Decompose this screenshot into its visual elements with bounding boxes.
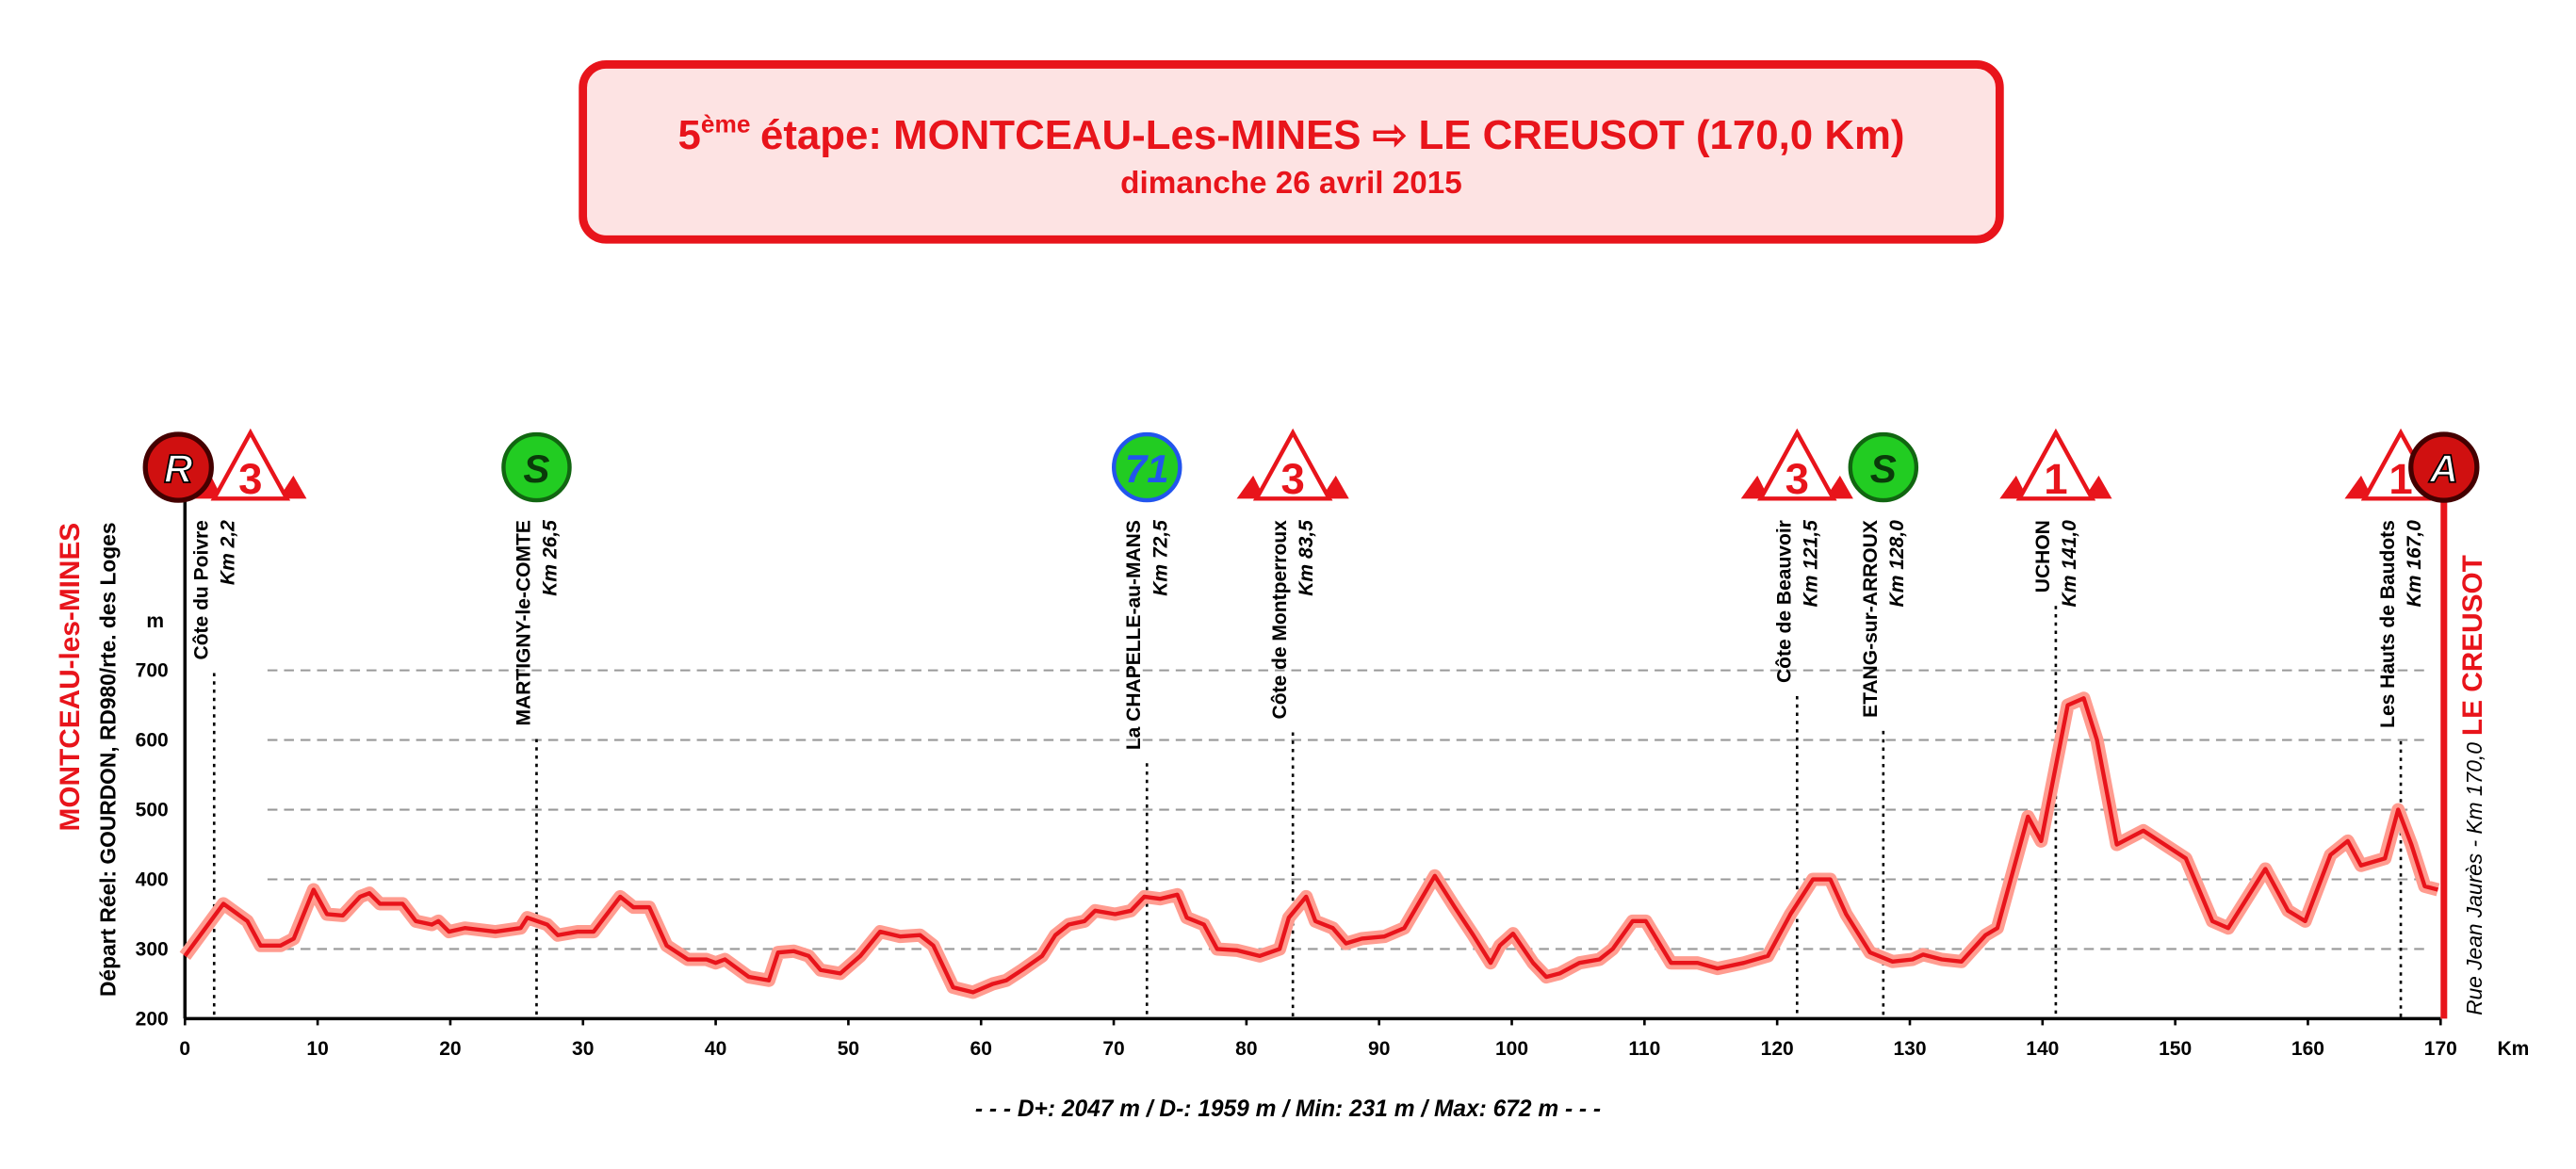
y-tick-label: 500 xyxy=(136,800,169,821)
y-tick-label: 600 xyxy=(136,730,169,752)
x-tick-label: 130 xyxy=(1893,1038,1926,1060)
y-tick-label: 200 xyxy=(136,1008,169,1030)
y-tick-label: 300 xyxy=(136,938,169,960)
y-tick-label: 700 xyxy=(136,660,169,682)
marker-km: Km 128,0 xyxy=(1886,520,1908,608)
marker-km: Km 83,5 xyxy=(1296,520,1317,596)
x-tick-label: 70 xyxy=(1102,1038,1124,1060)
title-suffix: ème xyxy=(701,109,751,138)
finish-label: Rue Jean Jaurès - Km 170,0 LE CREUSOT xyxy=(2457,555,2488,1015)
stats: - - - D+: 2047 m / D-: 1959 m / Min: 231… xyxy=(975,1096,1601,1122)
x-tick-label: 120 xyxy=(1761,1038,1794,1060)
marker-km: Km 26,5 xyxy=(540,520,562,596)
climb-icon xyxy=(210,428,291,501)
sprint-label: 71 xyxy=(1125,446,1169,491)
y-unit: m xyxy=(146,610,164,632)
endpoint-label: R xyxy=(164,446,193,491)
endpoint-icon xyxy=(2408,431,2480,503)
chart-title: 5ème étape: MONTCEAU-Les-MINES ⇨ LE CREUS… xyxy=(678,109,1905,158)
marker-km: Km 121,5 xyxy=(1800,520,1821,608)
x-tick-label: 100 xyxy=(1495,1038,1528,1060)
marker-label: MARTIGNY-le-COMTE xyxy=(513,520,534,725)
x-tick-label: 40 xyxy=(705,1038,726,1060)
x-tick-label: 110 xyxy=(1628,1038,1660,1060)
marker-label: Côte du Poivre xyxy=(190,520,212,659)
marker-km: Km 2,2 xyxy=(217,520,238,585)
sprint-label: S xyxy=(523,446,549,491)
marker-km: Km 167,0 xyxy=(2404,520,2425,608)
marker-km: Km 141,0 xyxy=(2059,520,2080,608)
finish-name: LE CREUSOT xyxy=(2457,555,2488,736)
marker-label: Côte de Beauvoir xyxy=(1773,520,1795,683)
x-tick-label: 90 xyxy=(1368,1038,1390,1060)
marker-label: ETANG-sur-ARROUX xyxy=(1860,520,1882,718)
x-tick-label: 10 xyxy=(306,1038,328,1060)
x-tick-label: 0 xyxy=(179,1038,190,1060)
x-tick-label: 30 xyxy=(572,1038,594,1060)
x-unit: Km xyxy=(2497,1038,2529,1060)
start-detail: Départ Réel: GOURDON, RD980/rte. des Log… xyxy=(96,523,121,998)
x-tick-label: 160 xyxy=(2291,1038,2324,1060)
marker-label: La CHAPELLE-au-MANS xyxy=(1123,520,1145,750)
marker-label: Côte de Montperroux xyxy=(1269,520,1291,720)
x-tick-label: 50 xyxy=(838,1038,859,1060)
sprint-icon xyxy=(1848,431,1919,503)
climb-icon xyxy=(1757,428,1837,501)
start-name: MONTCEAU-les-MINES xyxy=(55,523,86,832)
x-tick-label: 80 xyxy=(1235,1038,1257,1060)
x-tick-label: 60 xyxy=(970,1038,992,1060)
climb-category: 3 xyxy=(1785,455,1809,503)
title-box xyxy=(579,60,2004,244)
finish-detail: Rue Jean Jaurès - Km 170,0 xyxy=(2462,742,2486,1015)
x-tick-label: 20 xyxy=(439,1038,461,1060)
endpoint-label: A xyxy=(2429,446,2458,491)
marker-km: Km 72,5 xyxy=(1149,520,1171,596)
sprint-label: S xyxy=(1870,446,1897,491)
sprint-icon xyxy=(1112,431,1182,503)
title-text: étape: MONTCEAU-Les-MINES ⇨ LE CREUSOT (… xyxy=(760,112,1905,158)
climb-icon xyxy=(2015,428,2096,501)
endpoint-icon xyxy=(142,431,214,503)
x-tick-label: 140 xyxy=(2026,1038,2059,1060)
marker-label: Les Hauts de Baudots xyxy=(2377,520,2399,728)
marker-label: UCHON xyxy=(2032,520,2054,593)
climb-category: 1 xyxy=(2044,455,2067,503)
profile-line xyxy=(183,696,2439,995)
climb-icon xyxy=(1252,428,1333,501)
climb-category: 3 xyxy=(1280,455,1304,503)
climb-category: 3 xyxy=(238,455,262,503)
x-tick-label: 150 xyxy=(2159,1038,2192,1060)
chart-subtitle: dimanche 26 avril 2015 xyxy=(1120,166,1462,201)
title-number: 5 xyxy=(678,112,701,158)
x-tick-label: 170 xyxy=(2424,1038,2457,1060)
sprint-icon xyxy=(501,431,572,503)
y-tick-label: 400 xyxy=(136,869,169,891)
